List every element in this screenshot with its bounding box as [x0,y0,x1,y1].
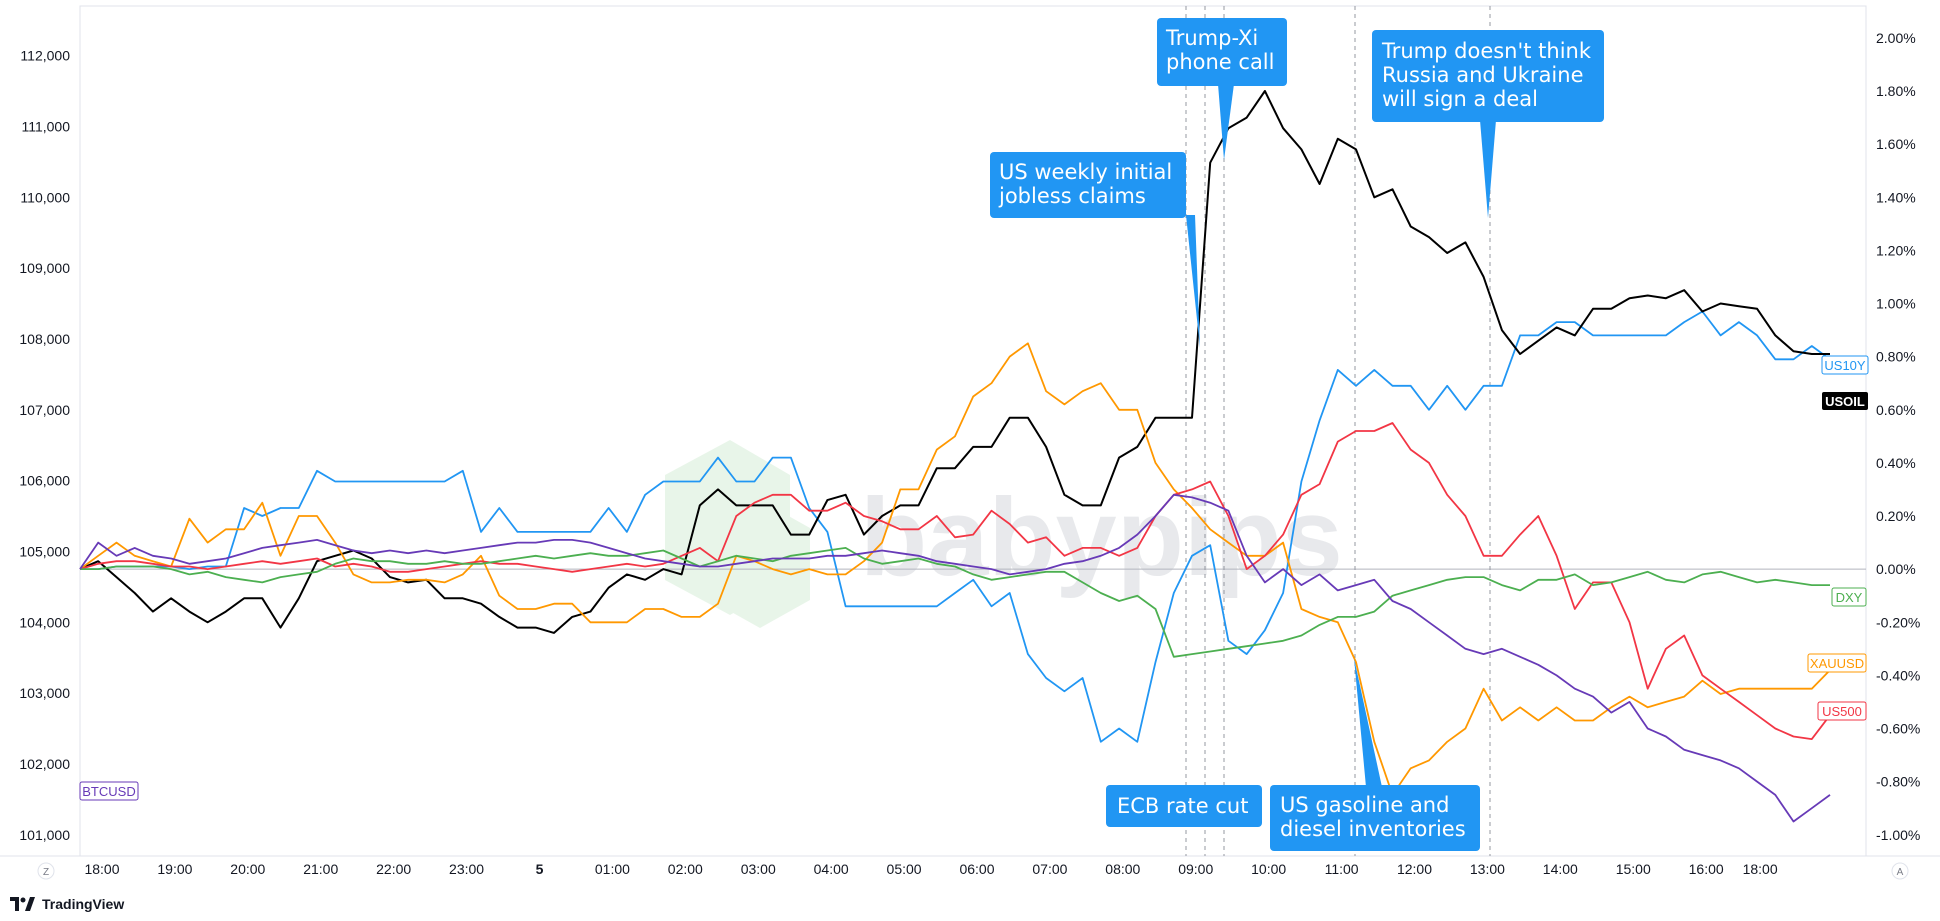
left-tick-label: 105,000 [19,543,70,559]
auto-scale-left-button[interactable] [37,862,55,880]
x-tick-label: 12:00 [1397,861,1432,877]
left-tick-label: 112,000 [20,48,70,64]
left-tick-label: 102,000 [19,756,70,772]
x-tick-label: 04:00 [814,861,849,877]
auto-scale-right-button[interactable] [1891,862,1909,880]
x-tick-label: 23:00 [449,861,484,877]
svg-text:ECB rate cut: ECB rate cut [1117,794,1248,818]
right-tick-label: -0.20% [1876,614,1920,630]
series-tags: US10Y USOIL DXY XAUUSD US500 BTCUSD [79,355,1869,801]
svg-text:babypips: babypips [860,476,1343,599]
corner-right-label: A [1897,867,1904,878]
series-layer [79,90,1831,823]
left-tick-label: 104,000 [19,614,70,630]
left-tick-label: 111,000 [21,118,70,134]
right-tick-label: 1.20% [1876,242,1916,258]
right-tick-label: 1.80% [1876,83,1916,99]
series-line-us500 [79,422,1831,740]
svg-text:Trump-Xi: Trump-Xi [1165,26,1258,50]
series-line-dxy [80,547,1830,658]
corner-left-label: Z [43,867,49,878]
callout-gasoline: US gasoline and diesel inventories [1270,658,1480,851]
right-tick-label: -1.00% [1876,827,1920,843]
x-tick-label: 10:00 [1251,861,1286,877]
svg-text:Russia and Ukraine: Russia and Ukraine [1382,63,1584,87]
left-price-axis: 101,000 102,000 103,000 104,000 105,000 106,0… [19,48,70,843]
tradingview-logo-icon [10,897,35,911]
x-tick-label: 21:00 [303,861,338,877]
callout-russia: Trump doesn't think Russia and Ukraine w… [1372,30,1604,218]
svg-text:phone call: phone call [1166,50,1274,74]
x-tick-label: 14:00 [1543,861,1578,877]
right-tick-label: -0.40% [1876,667,1920,683]
svg-text:jobless claims: jobless claims [998,184,1146,208]
time-axis: 18:00 19:00 20:00 21:00 22:00 23:00 5 01:00 02:0… [84,861,1777,877]
x-tick-label: 02:00 [668,861,703,877]
x-tick-label: 13:00 [1470,861,1505,877]
x-tick-label: 07:00 [1032,861,1067,877]
x-tick-label: 08:00 [1105,861,1140,877]
tag-us10y: US10Y [1824,358,1866,373]
svg-text:US gasoline and: US gasoline and [1280,793,1449,817]
tag-xauusd: XAUUSD [1810,656,1864,671]
tag-dxy: DXY [1836,590,1863,605]
x-tick-label: 06:00 [959,861,994,877]
x-tick-label: 09:00 [1178,861,1213,877]
callout-ecb: ECB rate cut [1106,785,1262,827]
x-tick-label: 11:00 [1325,861,1359,877]
svg-text:Trump doesn't think: Trump doesn't think [1381,39,1592,63]
right-tick-label: 1.00% [1876,296,1916,312]
right-tick-label: 0.00% [1876,561,1916,577]
right-tick-label: 0.80% [1876,349,1916,365]
x-tick-label: 19:00 [157,861,192,877]
svg-text:US weekly initial: US weekly initial [999,160,1172,184]
svg-text:diesel inventories: diesel inventories [1280,817,1466,841]
right-tick-label: 0.60% [1876,402,1916,418]
right-tick-label: 2.00% [1876,30,1916,46]
left-tick-label: 108,000 [19,331,70,347]
x-tick-label: 01:00 [595,861,630,877]
right-tick-label: 1.60% [1876,136,1916,152]
tag-usoil: USOIL [1825,394,1865,409]
x-tick-label: 03:00 [741,861,776,877]
right-tick-label: 0.20% [1876,508,1916,524]
callout-trump-xi: Trump-Xi phone call [1157,18,1287,160]
left-tick-label: 109,000 [19,260,70,276]
x-tick-label: 5 [536,861,544,877]
right-tick-label: -0.60% [1876,721,1920,737]
x-tick-label: 20:00 [230,861,265,877]
series-line-btcusd [79,493,1831,823]
left-tick-label: 101,000 [19,827,70,843]
series-line-xauusd [79,342,1831,796]
tag-us500: US500 [1822,704,1862,719]
left-tick-label: 107,000 [19,402,70,418]
svg-text:will sign a deal: will sign a deal [1382,87,1538,111]
series-line-usoil [79,90,1830,634]
tradingview-logo[interactable]: TradingView [10,894,124,914]
tag-btcusd: BTCUSD [82,784,135,799]
left-tick-label: 103,000 [19,685,70,701]
x-tick-label: 16:00 [1689,861,1724,877]
right-percent-axis: -1.00% -0.80% -0.60% -0.40% -0.20% 0.00% 0.20%… [1876,30,1920,843]
callout-jobless: US weekly initial jobless claims [990,152,1200,348]
tradingview-logo-text: TradingView [42,896,125,912]
right-tick-label: 0.40% [1876,455,1916,471]
x-tick-label: 15:00 [1616,861,1651,877]
x-tick-label: 05:00 [887,861,922,877]
right-tick-label: 1.40% [1876,189,1916,205]
right-tick-label: -0.80% [1876,774,1920,790]
x-tick-label: 22:00 [376,861,411,877]
left-tick-label: 106,000 [19,473,70,489]
x-tick-label: 18:00 [1743,861,1778,877]
left-tick-label: 110,000 [20,189,70,205]
series-line-us10y [80,310,1831,743]
x-tick-label: 18:00 [84,861,119,877]
